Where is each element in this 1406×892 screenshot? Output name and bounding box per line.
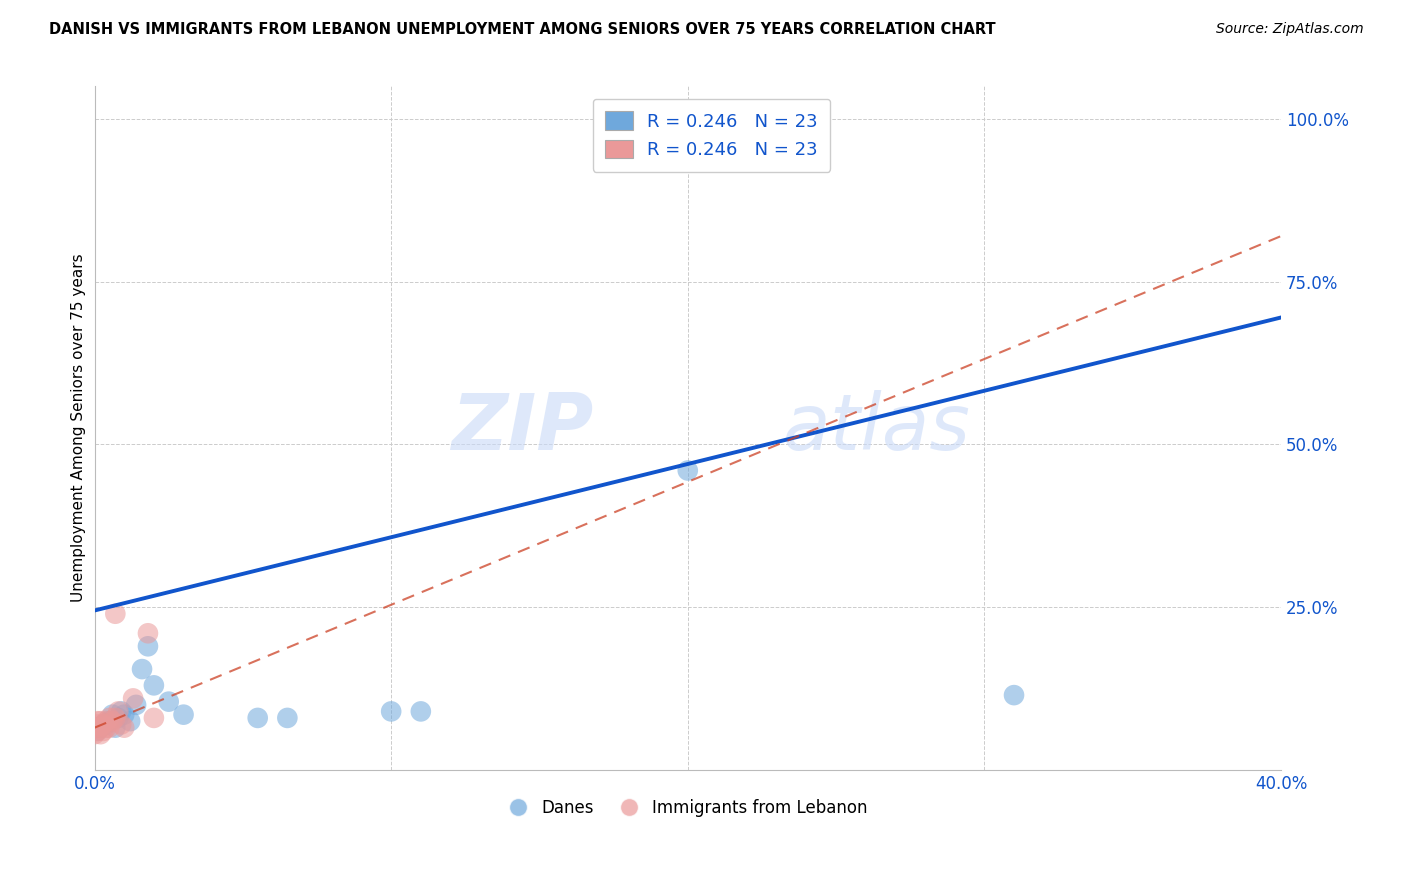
- Point: [104, 607, 127, 621]
- Point: [110, 705, 132, 719]
- Point: [125, 698, 148, 712]
- Point: [1002, 688, 1025, 702]
- Point: [136, 640, 159, 654]
- Point: [157, 695, 180, 709]
- Point: [89, 727, 111, 741]
- Point: [98, 721, 121, 735]
- Point: [86, 723, 108, 738]
- Point: [112, 721, 135, 735]
- Point: [110, 717, 132, 731]
- Text: ZIP: ZIP: [450, 390, 593, 467]
- Point: [98, 711, 121, 725]
- Text: atlas: atlas: [783, 390, 970, 467]
- Point: [136, 626, 159, 640]
- Point: [122, 691, 145, 706]
- Point: [104, 721, 127, 735]
- Point: [93, 717, 115, 731]
- Point: [276, 711, 298, 725]
- Point: [86, 714, 108, 728]
- Point: [98, 714, 121, 728]
- Legend: Danes, Immigrants from Lebanon: Danes, Immigrants from Lebanon: [502, 792, 875, 823]
- Point: [142, 678, 165, 692]
- Text: DANISH VS IMMIGRANTS FROM LEBANON UNEMPLOYMENT AMONG SENIORS OVER 75 YEARS CORRE: DANISH VS IMMIGRANTS FROM LEBANON UNEMPL…: [49, 22, 995, 37]
- Point: [101, 714, 124, 728]
- Point: [131, 662, 153, 676]
- Point: [107, 711, 129, 725]
- Point: [246, 711, 269, 725]
- Point: [107, 705, 129, 719]
- Point: [89, 721, 111, 735]
- Point: [173, 707, 195, 722]
- Point: [676, 463, 699, 477]
- Point: [96, 721, 118, 735]
- Point: [86, 717, 108, 731]
- Point: [142, 711, 165, 725]
- Point: [89, 714, 111, 728]
- Point: [96, 717, 118, 731]
- Text: Source: ZipAtlas.com: Source: ZipAtlas.com: [1216, 22, 1364, 37]
- Y-axis label: Unemployment Among Seniors over 75 years: Unemployment Among Seniors over 75 years: [72, 254, 86, 602]
- Point: [86, 723, 108, 738]
- Point: [380, 705, 402, 719]
- Point: [101, 707, 124, 722]
- Point: [120, 714, 142, 728]
- Point: [409, 705, 432, 719]
- Point: [104, 711, 127, 725]
- Point: [89, 721, 111, 735]
- Point: [96, 714, 118, 728]
- Point: [83, 727, 105, 741]
- Point: [93, 717, 115, 731]
- Point: [83, 721, 105, 735]
- Point: [112, 707, 135, 722]
- Point: [93, 723, 115, 738]
